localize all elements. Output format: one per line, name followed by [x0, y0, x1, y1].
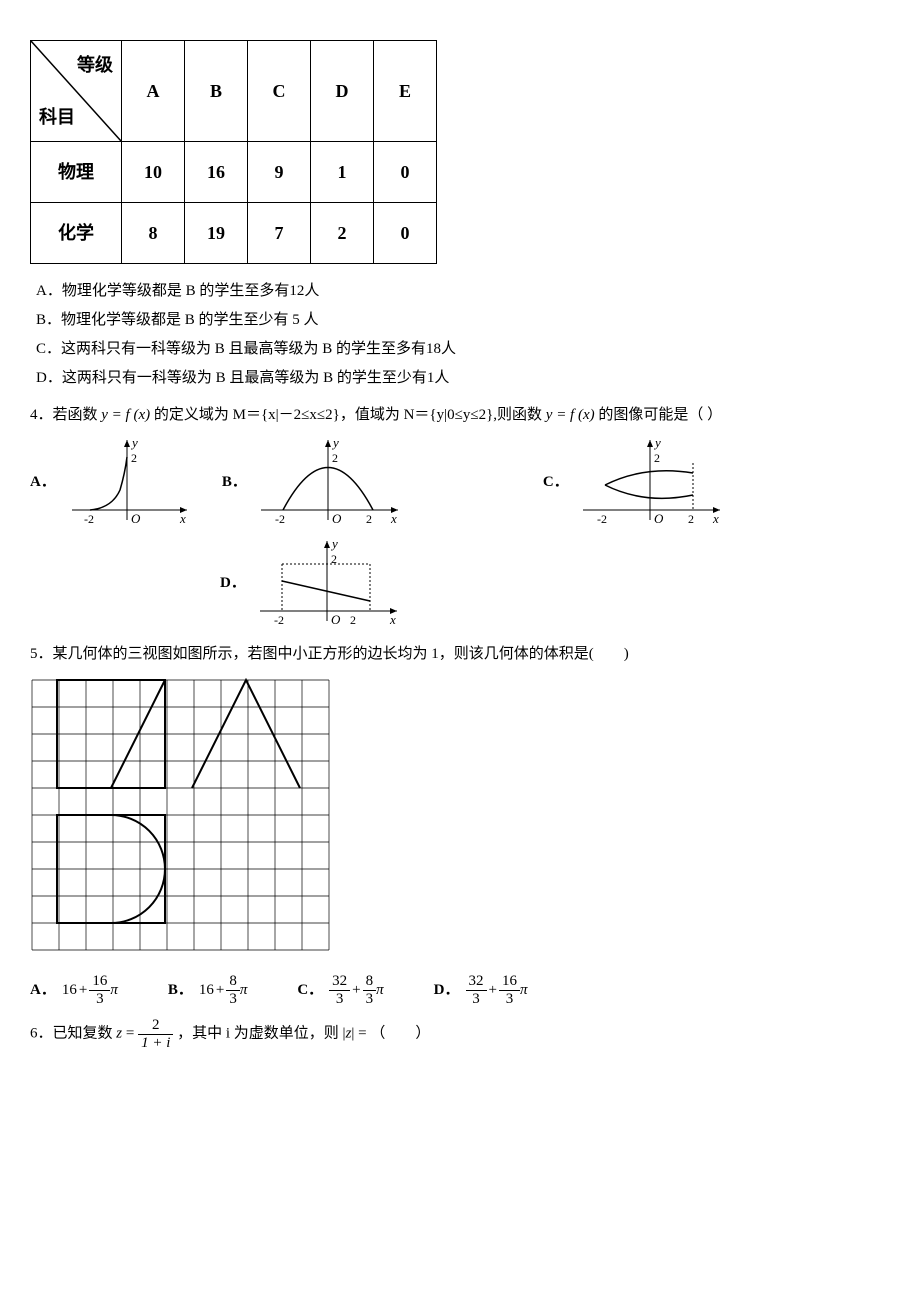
- q4-label-C: C．: [543, 469, 569, 496]
- q4-label-A: A．: [30, 469, 56, 496]
- svg-text:2: 2: [350, 613, 356, 627]
- cell: 8: [122, 203, 185, 264]
- three-view-grid: [30, 678, 890, 963]
- svg-text:y: y: [330, 536, 338, 551]
- cell: 16: [185, 142, 248, 203]
- q5-ans-A: A． 16 + 163 π: [30, 973, 118, 1007]
- q4-fn1: y = f (x): [101, 407, 150, 423]
- cell: 2: [311, 203, 374, 264]
- q4-pre: 4．若函数: [30, 407, 101, 423]
- graph-D-svg: y x 2 -2 2 O: [252, 536, 402, 631]
- svg-text:y: y: [130, 435, 138, 450]
- svg-text:O: O: [331, 612, 341, 627]
- svg-text:O: O: [131, 511, 141, 526]
- q4-graph-C: C． y x 2 -2 2 O: [543, 435, 725, 530]
- q6-text: 6．已知复数 z = 21 + i ，其中 i 为虚数单位，则 |z| = （ …: [30, 1017, 890, 1051]
- q5-ans-B: B． 16 + 83 π: [168, 973, 248, 1007]
- svg-text:-2: -2: [84, 512, 94, 526]
- q5-answers: A． 16 + 163 π B． 16 + 83 π C． 323 + 83 π…: [30, 973, 890, 1007]
- q4-graph-D: D． y x 2 -2 2 O: [220, 536, 402, 631]
- subject-physics: 物理: [31, 142, 122, 203]
- diag-header: 等级 科目: [31, 41, 122, 142]
- svg-text:x: x: [712, 511, 719, 526]
- cell: 1: [311, 142, 374, 203]
- q4-graphs-row2: D． y x 2 -2 2 O: [30, 536, 890, 631]
- svg-text:2: 2: [688, 512, 694, 526]
- header-grade: 等级: [77, 49, 113, 81]
- cell: 10: [122, 142, 185, 203]
- svg-text:y: y: [331, 435, 339, 450]
- graph-B-svg: y x 2 -2 2 O: [253, 435, 403, 530]
- q4-graphs-row1: A． y x 2 -2 O B． y x 2 -2 2 O: [30, 435, 890, 530]
- q5-ans-C: C． 323 + 83 π: [297, 973, 383, 1007]
- q4-mid2: 的图像可能是（ ）: [598, 407, 722, 423]
- q3-opt-C: C．这两科只有一科等级为 B 且最高等级为 B 的学生至多有18人: [36, 336, 890, 363]
- svg-text:-2: -2: [597, 512, 607, 526]
- svg-text:x: x: [179, 511, 186, 526]
- col-E: E: [374, 41, 437, 142]
- svg-text:2: 2: [654, 451, 660, 465]
- svg-text:x: x: [390, 511, 397, 526]
- cell: 7: [248, 203, 311, 264]
- q5-text: 5．某几何体的三视图如图所示，若图中小正方形的边长均为 1，则该几何体的体积是(…: [30, 641, 890, 668]
- col-D: D: [311, 41, 374, 142]
- col-B: B: [185, 41, 248, 142]
- col-A: A: [122, 41, 185, 142]
- svg-text:-2: -2: [274, 613, 284, 627]
- svg-text:x: x: [389, 612, 396, 627]
- grade-table: 等级 科目 A B C D E 物理 10 16 9 1 0 化学 8 19 7…: [30, 40, 437, 264]
- header-subject: 科目: [39, 101, 75, 133]
- cell: 0: [374, 142, 437, 203]
- table-row: 物理 10 16 9 1 0: [31, 142, 437, 203]
- cell: 0: [374, 203, 437, 264]
- cell: 19: [185, 203, 248, 264]
- q3-opt-D: D．这两科只有一科等级为 B 且最高等级为 B 的学生至少有1人: [36, 365, 890, 392]
- q3-opt-A: A．物理化学等级都是 B 的学生至多有12人: [36, 278, 890, 305]
- q4-text: 4．若函数 y = f (x) 的定义域为 M＝{x|－2≤x≤2}，值域为 N…: [30, 402, 890, 429]
- svg-text:-2: -2: [275, 512, 285, 526]
- graph-C-svg: y x 2 -2 2 O: [575, 435, 725, 530]
- q5-ans-D: D． 323 + 163 π: [434, 973, 528, 1007]
- q3-opt-B: B．物理化学等级都是 B 的学生至少有 5 人: [36, 307, 890, 334]
- cell: 9: [248, 142, 311, 203]
- svg-text:y: y: [653, 435, 661, 450]
- svg-text:2: 2: [131, 451, 137, 465]
- three-view-svg: [30, 678, 332, 953]
- q4-graph-A: A． y x 2 -2 O: [30, 435, 192, 530]
- q4-graph-B: B． y x 2 -2 2 O: [222, 435, 403, 530]
- table-row: 化学 8 19 7 2 0: [31, 203, 437, 264]
- svg-text:2: 2: [332, 451, 338, 465]
- graph-A-svg: y x 2 -2 O: [62, 435, 192, 530]
- col-C: C: [248, 41, 311, 142]
- svg-text:2: 2: [366, 512, 372, 526]
- q4-fn2: y = f (x): [546, 407, 595, 423]
- svg-text:O: O: [654, 511, 664, 526]
- svg-text:O: O: [332, 511, 342, 526]
- subject-chemistry: 化学: [31, 203, 122, 264]
- q4-label-D: D．: [220, 570, 246, 597]
- q4-mid1: 的定义域为 M＝{x|－2≤x≤2}，值域为 N＝{y|0≤y≤2},则函数: [154, 407, 546, 423]
- q4-label-B: B．: [222, 469, 247, 496]
